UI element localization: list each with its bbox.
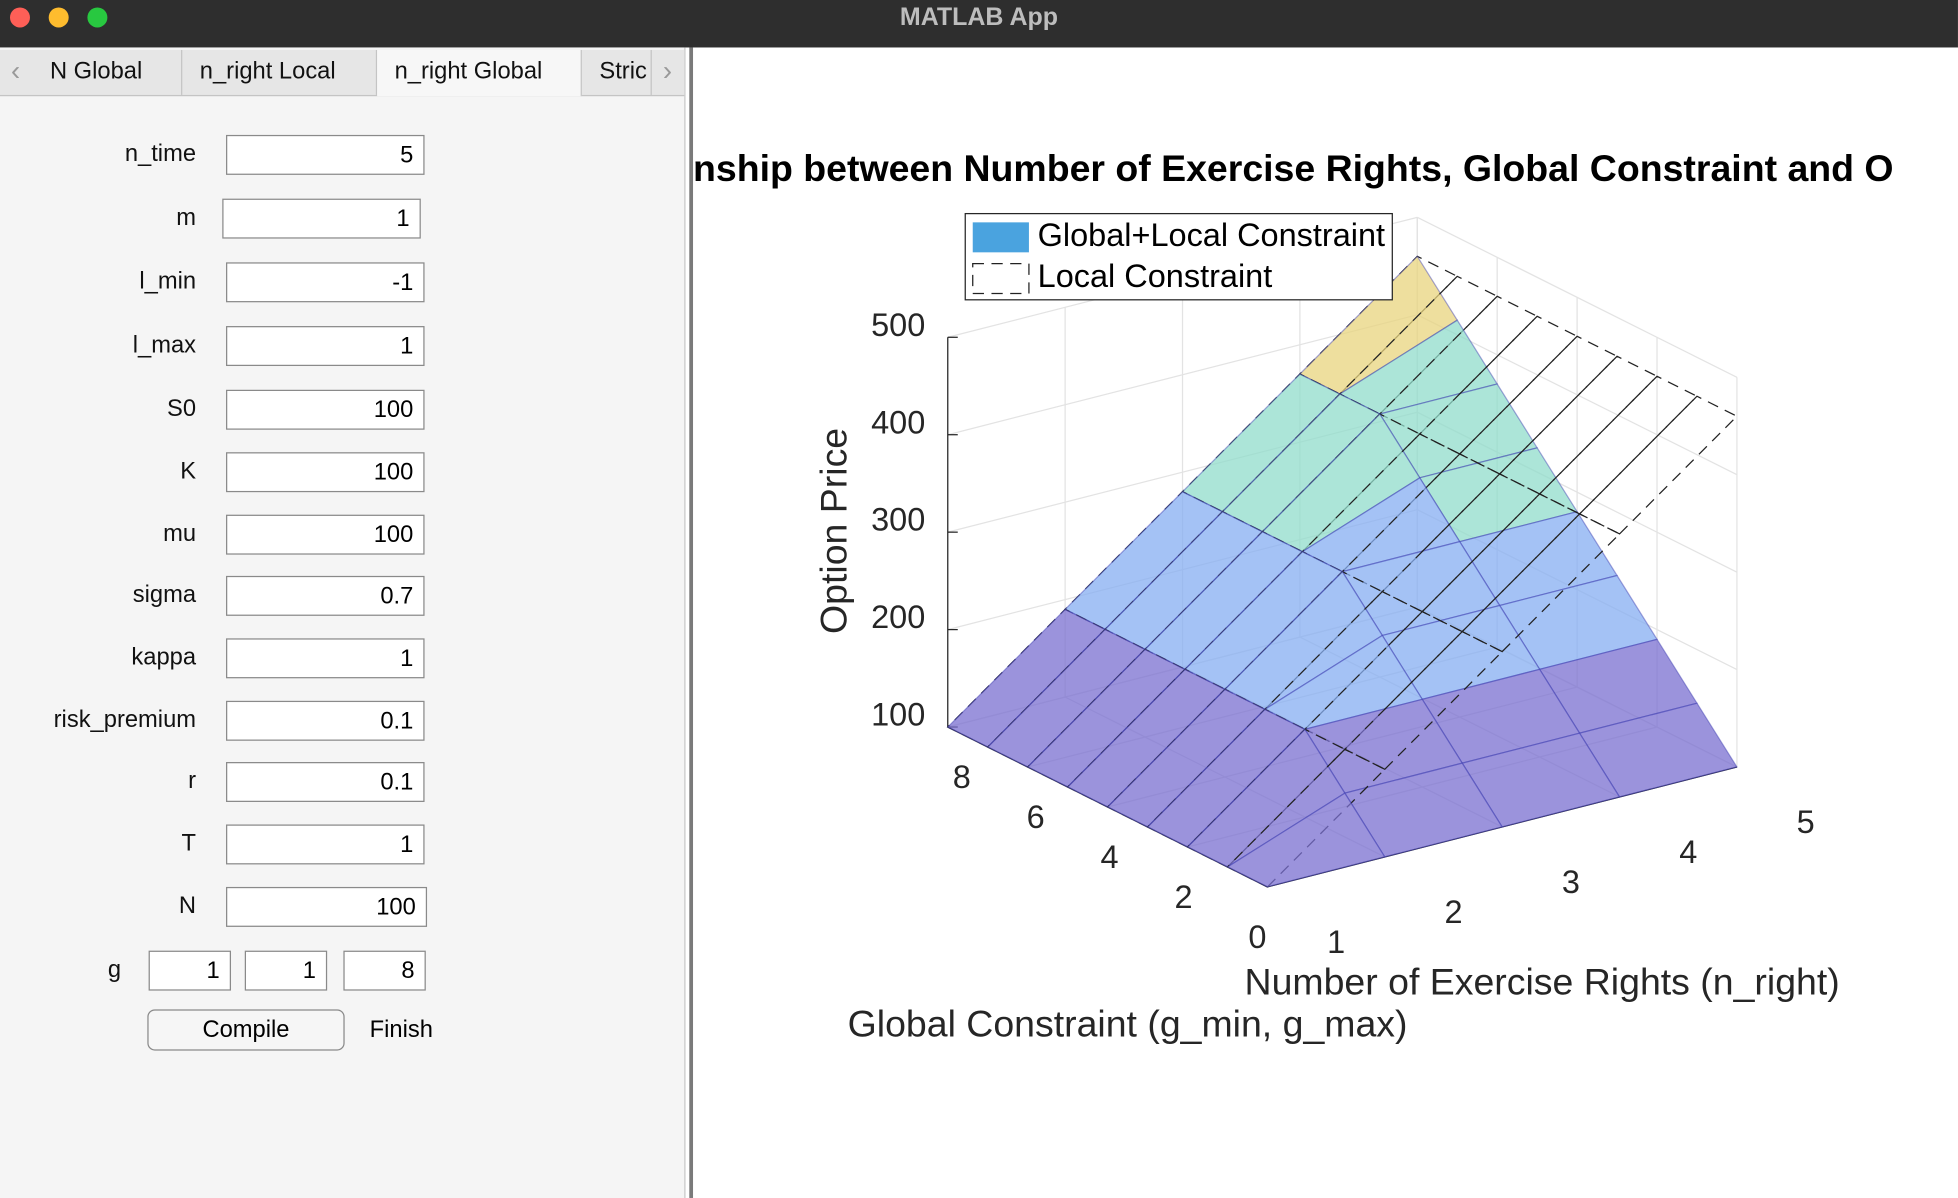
local-surface-cell	[1263, 590, 1424, 731]
field-label: K	[180, 458, 197, 485]
tab-bar: ‹ › N Global n_right Local n_right Global S…	[0, 49, 685, 97]
z-axis-label: Option Price	[813, 428, 855, 634]
field-input[interactable]: 100	[226, 389, 425, 430]
field-input[interactable]: 1	[244, 950, 328, 991]
close-button[interactable]	[9, 7, 30, 28]
field-input[interactable]: 100	[226, 514, 425, 555]
tab[interactable]: Stric	[582, 49, 652, 95]
field-label: l_min	[139, 268, 197, 295]
x-axis-label: Number of Exercise Rights (n_right)	[1245, 960, 1840, 1002]
local-surface-cell	[1303, 610, 1464, 751]
field-label: n_time	[124, 141, 197, 168]
tab[interactable]: N Global	[32, 49, 183, 95]
y-tick-label: 4	[1101, 839, 1119, 875]
field-input[interactable]: 8	[343, 950, 426, 991]
field-label: r	[188, 768, 197, 795]
x-tick-label: 3	[1562, 864, 1580, 900]
field-label: S0	[167, 395, 197, 423]
y-axis-label: Global Constraint (g_min, g_max)	[848, 1003, 1408, 1045]
local-surface-cell	[1341, 453, 1501, 593]
field-input[interactable]: 1	[226, 824, 425, 865]
legend-label: Local Constraint	[1038, 258, 1273, 294]
field-label: N	[178, 893, 197, 920]
field-input[interactable]: 0.7	[226, 575, 425, 616]
z-tick-label: 300	[871, 502, 925, 538]
legend-swatch	[972, 262, 1030, 295]
field-input[interactable]: 0.1	[226, 762, 425, 802]
zoom-button[interactable]	[87, 7, 108, 28]
y-tick-label: 6	[1027, 799, 1045, 835]
legend-swatch	[972, 222, 1029, 253]
field-label: sigma	[132, 582, 197, 609]
left-panel: ‹ › N Global n_right Local n_right Global S…	[0, 47, 686, 1198]
field-input[interactable]: 1	[222, 198, 421, 239]
legend-label: Global+Local Constraint	[1038, 217, 1385, 253]
z-tick-label: 500	[871, 307, 925, 343]
surface-cell	[1226, 792, 1386, 888]
local-surface-cell	[1458, 335, 1619, 475]
chart-title: nship between Number of Exercise Rights,…	[693, 147, 1894, 189]
field-input[interactable]: 5	[226, 134, 425, 175]
field-label: kappa	[131, 644, 197, 671]
local-surface-cell	[1498, 355, 1659, 495]
field-input[interactable]: 100	[226, 452, 425, 493]
field-input[interactable]: 100	[226, 886, 428, 927]
title-bar: MATLAB App	[0, 0, 1958, 48]
local-surface-cell	[1338, 275, 1499, 415]
x-tick-label: 4	[1679, 834, 1697, 870]
field-input[interactable]: 1	[226, 326, 425, 367]
local-surface-cell	[1378, 295, 1539, 435]
field-label: m	[176, 204, 197, 232]
tab[interactable]: n_right Global	[377, 49, 582, 97]
status-text: Finish	[369, 1016, 433, 1044]
field-input[interactable]: 1	[226, 638, 425, 679]
x-tick-label: 1	[1327, 924, 1345, 960]
surface-cell	[1186, 728, 1346, 868]
legend-box	[964, 212, 1393, 301]
field-label: mu	[163, 520, 197, 548]
tab[interactable]: n_right Local	[182, 49, 378, 95]
local-surface-cell	[1343, 630, 1504, 771]
field-input[interactable]: -1	[226, 262, 425, 303]
x-tick-label: 2	[1444, 894, 1462, 930]
plot: 100 200 300 400 500 1 2 3 4 5 0 2 4 6 8 nship between N…	[693, 147, 1894, 1045]
local-surface-cell	[1301, 433, 1461, 573]
minimize-button[interactable]	[48, 7, 69, 28]
x-tick-label: 5	[1797, 804, 1815, 840]
local-surface-cell	[1381, 473, 1541, 613]
window-title: MATLAB App	[899, 3, 1059, 32]
tab-scroll-right[interactable]: ›	[662, 54, 672, 87]
local-surface-cell	[1421, 493, 1581, 633]
compile-button[interactable]: Compile	[147, 1009, 345, 1051]
field-label: g	[107, 956, 122, 984]
field-input[interactable]: 1	[148, 950, 232, 991]
local-surface-cell	[1538, 375, 1699, 515]
divider	[689, 47, 694, 1198]
field-input[interactable]: 0.1	[226, 700, 425, 741]
z-tick-label: 400	[871, 404, 925, 440]
local-surface-cell	[1226, 748, 1386, 888]
y-tick-label: 2	[1174, 879, 1192, 915]
tab-scroll-left[interactable]: ‹	[11, 54, 21, 87]
z-tick-label: 200	[871, 599, 925, 635]
field-label: T	[181, 830, 197, 857]
field-label: l_max	[132, 332, 197, 359]
y-tick-label: 8	[953, 759, 971, 795]
field-label: risk_premium	[53, 707, 197, 734]
local-surface-cell	[1461, 513, 1621, 653]
local-surface-cell	[1418, 315, 1579, 455]
y-tick-label: 0	[1248, 919, 1266, 955]
z-tick-label: 100	[871, 697, 925, 733]
local-surface-cell	[1578, 395, 1738, 535]
